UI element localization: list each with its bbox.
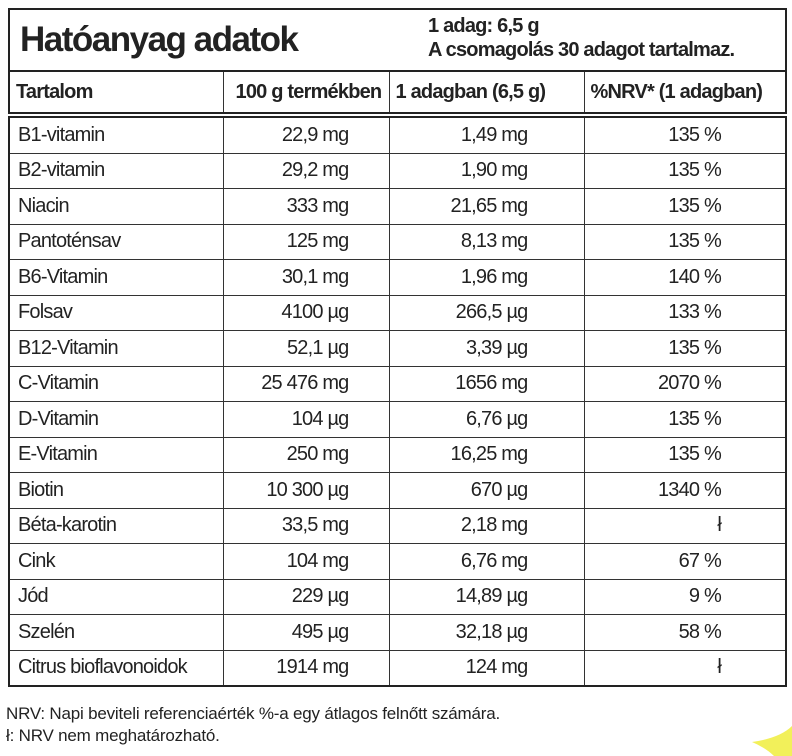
table-cell: Citrus bioflavonoidok — [8, 649, 224, 687]
table-cell: 16,25 mg — [388, 436, 585, 473]
table-cell: Folsav — [8, 294, 224, 331]
table-cell: 104 µg — [222, 401, 390, 438]
table-cell: 133 % — [583, 294, 787, 331]
table-cell: E-Vitamin — [8, 436, 224, 473]
table-cell: D-Vitamin — [8, 401, 224, 438]
decoration — [752, 726, 792, 756]
table-row: Folsav 4100 µg 266,5 µg 133 % — [8, 294, 787, 331]
table-cell: ł — [583, 649, 787, 687]
table-row: Cink 104 mg 6,76 mg 67 % — [8, 543, 787, 580]
table-cell: 104 mg — [222, 543, 390, 580]
column-header: %NRV* (1 adagban) — [583, 70, 787, 118]
serving-line: A csomagolás 30 adagot tartalmaz. — [428, 39, 735, 61]
table-cell: 2070 % — [583, 365, 787, 402]
table-cell: 135 % — [583, 436, 787, 473]
title-row: Hatóanyag adatok 1 adag: 6,5 g A csomago… — [8, 8, 787, 72]
table-cell: 3,39 µg — [388, 330, 585, 367]
table-cell: ł — [583, 507, 787, 544]
serving-info: 1 adag: 6,5 g A csomagolás 30 adagot tar… — [428, 14, 735, 62]
table-cell: 1,90 mg — [388, 152, 585, 189]
table-cell: 2,18 mg — [388, 507, 585, 544]
table-row: Béta-karotin 33,5 mg 2,18 mg ł — [8, 507, 787, 544]
table-cell: Biotin — [8, 472, 224, 509]
table-cell: Szelén — [8, 614, 224, 651]
table-cell: 6,76 µg — [388, 401, 585, 438]
table-cell: Niacin — [8, 188, 224, 225]
title-cell: Hatóanyag adatok 1 adag: 6,5 g A csomago… — [8, 8, 787, 72]
table-cell: 67 % — [583, 543, 787, 580]
table-cell: 4100 µg — [222, 294, 390, 331]
table-cell: 135 % — [583, 401, 787, 438]
table-head: Hatóanyag adatok 1 adag: 6,5 g A csomago… — [8, 8, 787, 118]
table-cell: 1,49 mg — [388, 114, 585, 154]
serving-line: 1 adag: 6,5 g — [428, 15, 540, 37]
table-cell: B12-Vitamin — [8, 330, 224, 367]
table-cell: 10 300 µg — [222, 472, 390, 509]
table-row: B1-vitamin 22,9 mg 1,49 mg 135 % — [8, 114, 787, 154]
table-cell: 135 % — [583, 188, 787, 225]
table-cell: 52,1 µg — [222, 330, 390, 367]
table-cell: 1914 mg — [222, 649, 390, 687]
title: Hatóanyag adatok — [20, 20, 299, 59]
column-header: 1 adagban (6,5 g) — [388, 70, 585, 118]
footnote: ł: NRV nem meghatározható. — [6, 726, 220, 745]
table-row: B12-Vitamin 52,1 µg 3,39 µg 135 % — [8, 330, 787, 367]
table-cell: B2-vitamin — [8, 152, 224, 189]
table-cell: 229 µg — [222, 578, 390, 615]
table-row: Niacin 333 mg 21,65 mg 135 % — [8, 188, 787, 225]
table-cell: 22,9 mg — [222, 114, 390, 154]
table-cell: 135 % — [583, 330, 787, 367]
table-cell: 58 % — [583, 614, 787, 651]
table-row: Citrus bioflavonoidok 1914 mg 124 mg ł — [8, 649, 787, 687]
table-cell: B6-Vitamin — [8, 259, 224, 296]
table-cell: 21,65 mg — [388, 188, 585, 225]
table-body: B1-vitamin 22,9 mg 1,49 mg 135 % B2-vitamin 2… — [8, 114, 787, 687]
yellow-shape — [752, 726, 792, 756]
table-cell: 14,89 µg — [388, 578, 585, 615]
table-cell: C-Vitamin — [8, 365, 224, 402]
table-cell: 250 mg — [222, 436, 390, 473]
column-header: Tartalom — [8, 70, 224, 118]
table-cell: 495 µg — [222, 614, 390, 651]
table-cell: 9 % — [583, 578, 787, 615]
table-row: D-Vitamin 104 µg 6,76 µg 135 % — [8, 401, 787, 438]
table-cell: 25 476 mg — [222, 365, 390, 402]
table-cell: Béta-karotin — [8, 507, 224, 544]
table-cell: 266,5 µg — [388, 294, 585, 331]
table-row: Biotin 10 300 µg 670 µg 1340 % — [8, 472, 787, 509]
table-cell: 6,76 mg — [388, 543, 585, 580]
nutrient-table: Hatóanyag adatok 1 adag: 6,5 g A csomago… — [8, 8, 787, 687]
table-row: Szelén 495 µg 32,18 µg 58 % — [8, 614, 787, 651]
table-cell: Pantoténsav — [8, 223, 224, 260]
table-cell: 8,13 mg — [388, 223, 585, 260]
table-cell: 1656 mg — [388, 365, 585, 402]
table-cell: 125 mg — [222, 223, 390, 260]
table-cell: 33,5 mg — [222, 507, 390, 544]
footnote: NRV: Napi beviteli referenciaérték %-a e… — [6, 704, 501, 723]
table-row: C-Vitamin 25 476 mg 1656 mg 2070 % — [8, 365, 787, 402]
table-cell: B1-vitamin — [8, 114, 224, 154]
table-row: Pantoténsav 125 mg 8,13 mg 135 % — [8, 223, 787, 260]
table-cell: Jód — [8, 578, 224, 615]
table-cell: 1340 % — [583, 472, 787, 509]
table-cell: 1,96 mg — [388, 259, 585, 296]
table-cell: 670 µg — [388, 472, 585, 509]
table-cell: 29,2 mg — [222, 152, 390, 189]
table-row: Jód 229 µg 14,89 µg 9 % — [8, 578, 787, 615]
table-cell: 32,18 µg — [388, 614, 585, 651]
table-cell: Cink — [8, 543, 224, 580]
table-row: E-Vitamin 250 mg 16,25 mg 135 % — [8, 436, 787, 473]
table-cell: 333 mg — [222, 188, 390, 225]
table-row: B6-Vitamin 30,1 mg 1,96 mg 140 % — [8, 259, 787, 296]
table-cell: 124 mg — [388, 649, 585, 687]
table-row: B2-vitamin 29,2 mg 1,90 mg 135 % — [8, 152, 787, 189]
column-header: 100 g termékben — [222, 70, 390, 118]
table-cell: 30,1 mg — [222, 259, 390, 296]
table-cell: 140 % — [583, 259, 787, 296]
table-cell: 135 % — [583, 114, 787, 154]
table-cell: 135 % — [583, 223, 787, 260]
header-row: Tartalom 100 g termékben 1 adagban (6,5 g)… — [8, 70, 787, 118]
table-cell: 135 % — [583, 152, 787, 189]
